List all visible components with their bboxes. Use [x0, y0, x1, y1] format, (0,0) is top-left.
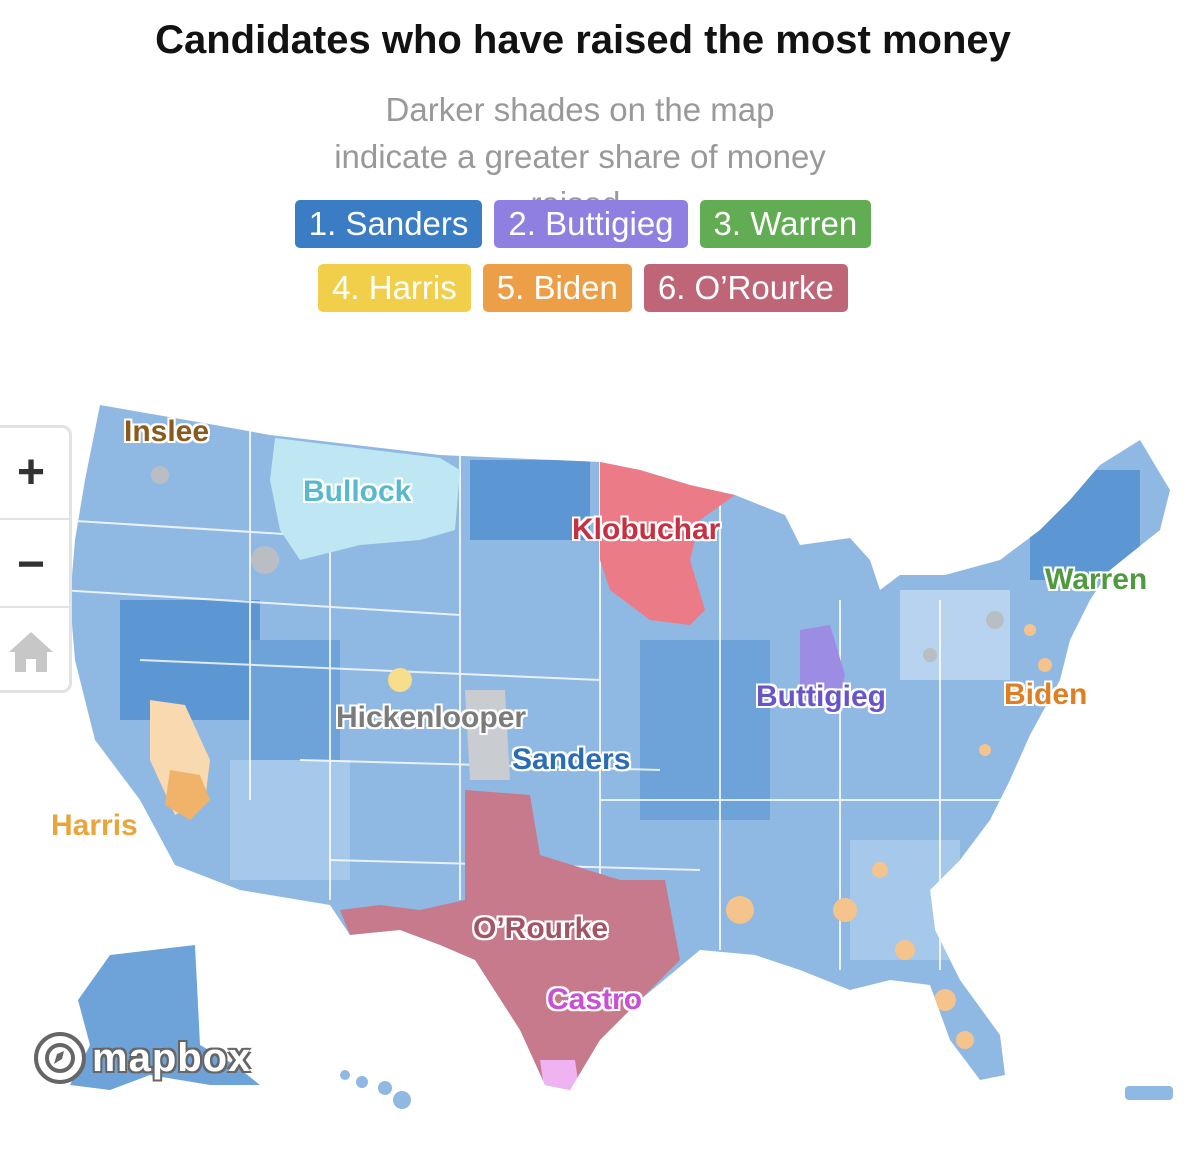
map-label-inslee: Inslee [124, 415, 210, 448]
mapbox-logo-text: mapbox [92, 1035, 252, 1080]
map-label-castro: Castro [547, 983, 643, 1016]
us-map[interactable] [0, 380, 1200, 1120]
map-label-bullock: Bullock [303, 475, 412, 508]
chart-title: Candidates who have raised the most mone… [155, 18, 1011, 62]
zoom-out-button[interactable]: − [0, 518, 69, 608]
map-label-sanders: Sanders [512, 743, 631, 776]
legend-row-2: 4. Harris 5. Biden 6. O’Rourke [0, 264, 1166, 312]
region-hickenlooper [465, 690, 510, 780]
hickenlooper-speckles [151, 466, 1004, 662]
harris-speckle [388, 668, 412, 692]
region-orourke [340, 790, 680, 1090]
region-bullock [270, 438, 460, 560]
legend-item-orourke: 6. O’Rourke [643, 264, 848, 312]
region-great-lakes [900, 590, 1010, 680]
region-southwest [230, 760, 350, 880]
legend-item-biden: 5. Biden [482, 264, 632, 312]
mapbox-logo[interactable]: mapbox [32, 1030, 251, 1086]
map-zoom-controls: + − [0, 425, 72, 693]
region-castro [540, 1060, 580, 1090]
hawaii [340, 1070, 411, 1109]
map-label-biden: Biden [1004, 678, 1088, 711]
legend-row-1: 1. Sanders 2. Buttigieg 3. Warren [0, 200, 1166, 248]
legend-item-sanders: 1. Sanders [294, 200, 483, 248]
chart-subtitle: Darker shades on the map indicate a grea… [334, 91, 826, 222]
region-buttigieg [800, 625, 845, 700]
home-icon [9, 632, 53, 672]
map-label-klobuchar: Klobuchar [572, 513, 721, 546]
region-klobuchar [600, 462, 735, 625]
mapbox-logo-icon [34, 1032, 86, 1084]
biden-speckles [726, 624, 1052, 1049]
map-label-harris: Harris [51, 809, 138, 842]
region-midwest [640, 640, 770, 820]
map-label-buttigieg: Buttigieg [756, 680, 886, 713]
legend-item-warren: 3. Warren [699, 200, 872, 248]
map-label-hickenlooper: Hickenlooper [336, 701, 527, 734]
alaska [70, 945, 260, 1090]
legend-item-buttigieg: 2. Buttigieg [494, 200, 688, 248]
region-harris-core [165, 770, 210, 820]
puerto-rico [1125, 1086, 1173, 1100]
zoom-in-button[interactable]: + [16, 445, 46, 499]
region-plains [470, 460, 590, 540]
map-label-orourke: O’Rourke [473, 912, 609, 945]
region-mountain [250, 640, 340, 760]
map-label-warren: Warren [1045, 563, 1148, 596]
home-button[interactable] [0, 606, 69, 696]
legend-item-harris: 4. Harris [318, 264, 471, 312]
